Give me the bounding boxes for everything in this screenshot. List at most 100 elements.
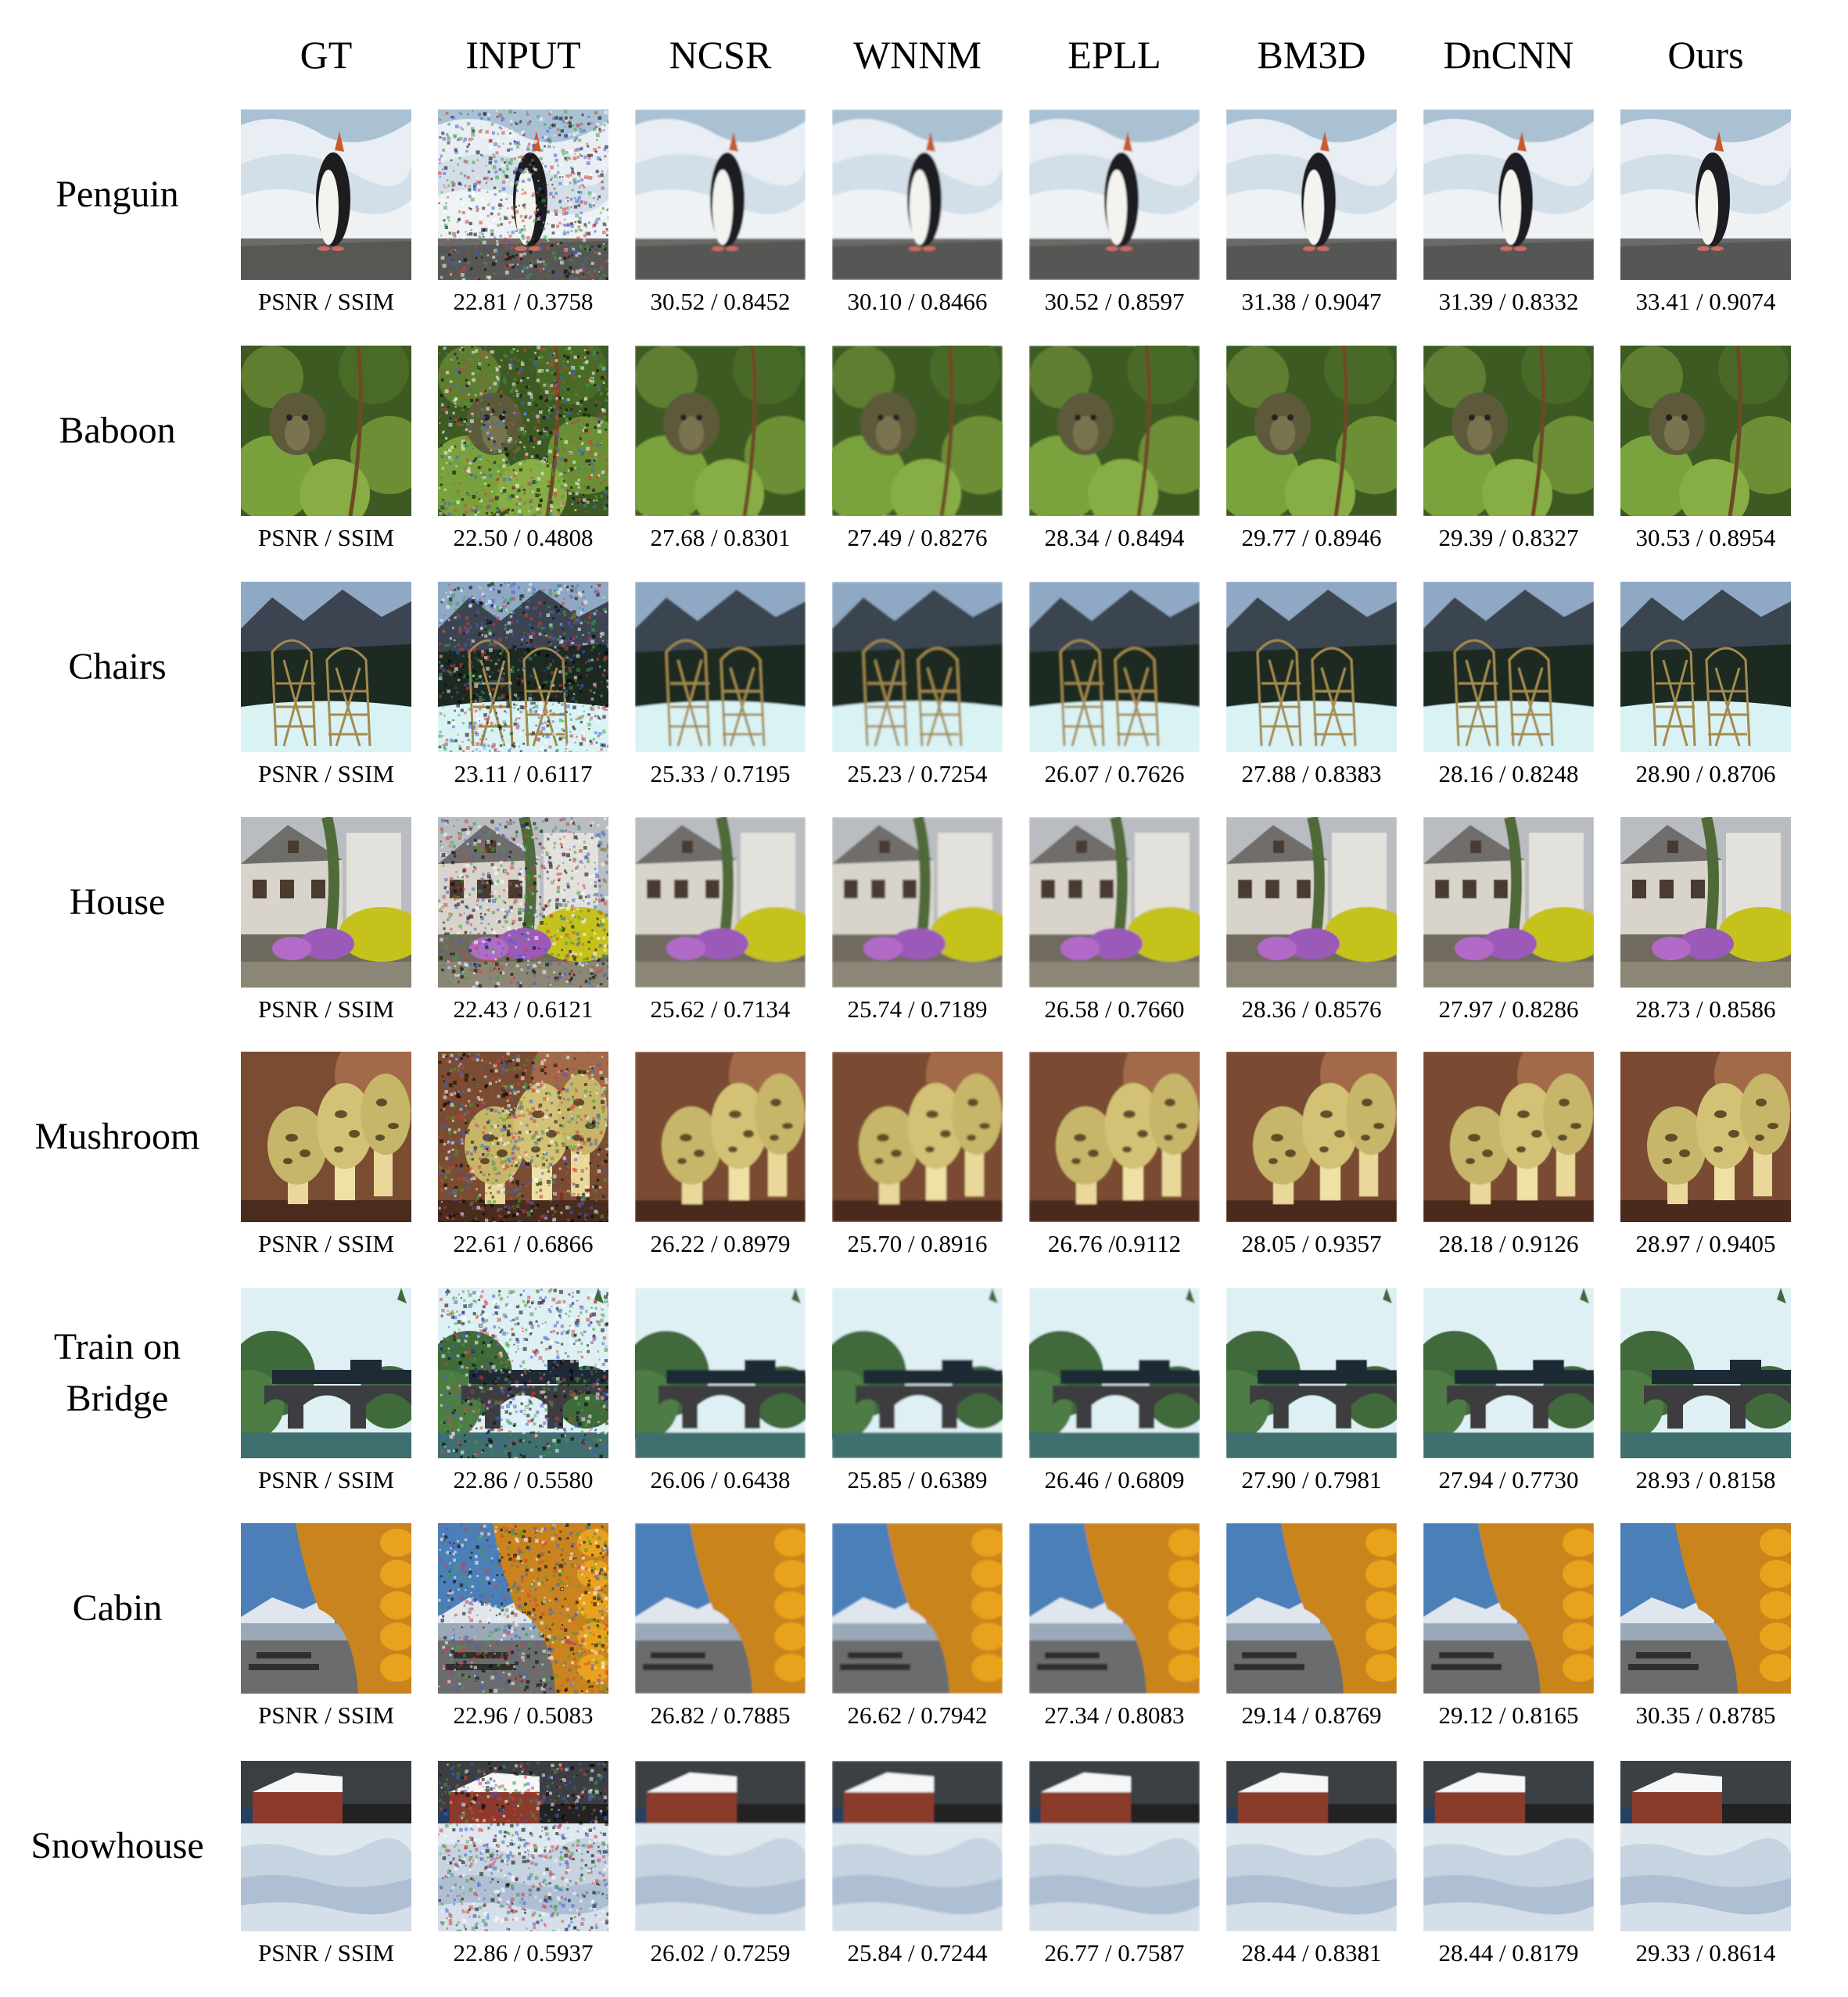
image-penguin-epll bbox=[1029, 109, 1200, 280]
image-mushroom-gt bbox=[241, 1052, 411, 1222]
image-mushroom-ncsr bbox=[635, 1052, 806, 1222]
image-baboon-ours bbox=[1620, 346, 1791, 516]
image-penguin-ours bbox=[1620, 109, 1791, 280]
column-header-wnnm: WNNM bbox=[853, 33, 981, 77]
metric-psnr-ssim: 22.50 / 0.4808 bbox=[453, 524, 594, 551]
metric-psnr-ssim: 22.61 / 0.6866 bbox=[453, 1230, 594, 1257]
metric-psnr-ssim: 28.90 / 0.8706 bbox=[1635, 760, 1776, 787]
image-cabin-dncnn bbox=[1423, 1523, 1594, 1694]
image-mushroom-dncnn bbox=[1423, 1052, 1594, 1222]
metric-legend: PSNR / SSIM bbox=[257, 760, 395, 787]
metric-psnr-ssim: 30.53 / 0.8954 bbox=[1635, 524, 1776, 551]
metric-psnr-ssim: 25.23 / 0.7254 bbox=[847, 760, 988, 787]
metric-psnr-ssim: 33.41 / 0.9074 bbox=[1635, 288, 1776, 315]
metric-psnr-ssim: 29.33 / 0.8614 bbox=[1635, 1939, 1776, 1967]
row-label-mushroom: Mushroom bbox=[34, 1116, 200, 1157]
column-header-gt: GT bbox=[300, 33, 353, 77]
metric-psnr-ssim: 29.12 / 0.8165 bbox=[1438, 1701, 1579, 1729]
image-baboon-epll bbox=[1029, 346, 1200, 516]
metric-psnr-ssim: 30.52 / 0.8597 bbox=[1044, 288, 1185, 315]
image-baboon-input bbox=[438, 346, 608, 516]
image-baboon-ncsr bbox=[635, 346, 806, 516]
image-chairs-input bbox=[438, 582, 608, 752]
image-train-dncnn bbox=[1423, 1288, 1594, 1458]
metric-legend: PSNR / SSIM bbox=[257, 1939, 395, 1967]
metric-psnr-ssim: 22.43 / 0.6121 bbox=[453, 995, 594, 1023]
row-label-house: House bbox=[69, 881, 166, 923]
metric-psnr-ssim: 26.77 / 0.7587 bbox=[1044, 1939, 1185, 1967]
row-label-line: Bridge bbox=[66, 1378, 169, 1419]
image-house-wnnm bbox=[832, 817, 1003, 988]
image-baboon-bm3d bbox=[1226, 346, 1397, 516]
image-house-ncsr bbox=[635, 817, 806, 988]
metric-psnr-ssim: 27.68 / 0.8301 bbox=[650, 524, 791, 551]
metric-psnr-ssim: 26.07 / 0.7626 bbox=[1044, 760, 1185, 787]
metric-psnr-ssim: 27.97 / 0.8286 bbox=[1438, 995, 1579, 1023]
image-train-bm3d bbox=[1226, 1288, 1397, 1458]
image-snowhouse-epll bbox=[1029, 1761, 1200, 1931]
metric-psnr-ssim: 29.14 / 0.8769 bbox=[1241, 1701, 1382, 1729]
row-label-cabin: Cabin bbox=[72, 1587, 163, 1629]
image-snowhouse-bm3d bbox=[1226, 1761, 1397, 1931]
metric-legend: PSNR / SSIM bbox=[257, 288, 395, 315]
row-label-baboon: Baboon bbox=[59, 410, 176, 451]
image-house-input bbox=[438, 817, 608, 988]
image-snowhouse-gt bbox=[241, 1761, 411, 1931]
image-snowhouse-input bbox=[438, 1761, 608, 1931]
metric-psnr-ssim: 28.73 / 0.8586 bbox=[1635, 995, 1776, 1023]
metric-psnr-ssim: 27.94 / 0.7730 bbox=[1438, 1466, 1579, 1493]
image-cabin-input bbox=[438, 1523, 608, 1694]
metric-psnr-ssim: 28.93 / 0.8158 bbox=[1635, 1466, 1776, 1493]
metric-psnr-ssim: 30.35 / 0.8785 bbox=[1635, 1701, 1776, 1729]
image-cabin-wnnm bbox=[832, 1523, 1003, 1694]
image-chairs-wnnm bbox=[832, 582, 1003, 752]
metric-psnr-ssim: 26.76 /0.9112 bbox=[1047, 1230, 1182, 1257]
image-chairs-bm3d bbox=[1226, 582, 1397, 752]
image-baboon-wnnm bbox=[832, 346, 1003, 516]
metric-psnr-ssim: 26.22 / 0.8979 bbox=[650, 1230, 791, 1257]
metric-legend: PSNR / SSIM bbox=[257, 995, 395, 1023]
metric-psnr-ssim: 28.18 / 0.9126 bbox=[1438, 1230, 1579, 1257]
image-cabin-bm3d bbox=[1226, 1523, 1397, 1694]
image-house-gt bbox=[241, 817, 411, 988]
metric-psnr-ssim: 26.58 / 0.7660 bbox=[1044, 995, 1185, 1023]
image-house-ours bbox=[1620, 817, 1791, 988]
metric-psnr-ssim: 25.62 / 0.7134 bbox=[650, 995, 791, 1023]
metric-psnr-ssim: 22.86 / 0.5937 bbox=[453, 1939, 594, 1967]
image-train-ncsr bbox=[635, 1288, 806, 1458]
image-house-epll bbox=[1029, 817, 1200, 988]
image-snowhouse-wnnm bbox=[832, 1761, 1003, 1931]
image-chairs-ours bbox=[1620, 582, 1791, 752]
image-chairs-gt bbox=[241, 582, 411, 752]
image-house-bm3d bbox=[1226, 817, 1397, 988]
metric-psnr-ssim: 30.10 / 0.8466 bbox=[847, 288, 988, 315]
column-header-dncnn: DnCNN bbox=[1443, 33, 1574, 77]
metric-psnr-ssim: 30.52 / 0.8452 bbox=[650, 288, 791, 315]
metric-psnr-ssim: 28.97 / 0.9405 bbox=[1635, 1230, 1776, 1257]
column-header-epll: EPLL bbox=[1068, 33, 1161, 77]
image-penguin-input bbox=[438, 109, 608, 280]
image-mushroom-bm3d bbox=[1226, 1052, 1397, 1222]
metric-psnr-ssim: 28.34 / 0.8494 bbox=[1044, 524, 1185, 551]
image-penguin-gt bbox=[241, 109, 411, 280]
image-snowhouse-dncnn bbox=[1423, 1761, 1594, 1931]
image-chairs-epll bbox=[1029, 582, 1200, 752]
row-label-snowhouse: Snowhouse bbox=[31, 1825, 204, 1866]
metric-psnr-ssim: 26.06 / 0.6438 bbox=[650, 1466, 791, 1493]
metric-psnr-ssim: 22.86 / 0.5580 bbox=[453, 1466, 594, 1493]
column-header-bm3d: BM3D bbox=[1257, 33, 1366, 77]
metric-psnr-ssim: 31.38 / 0.9047 bbox=[1241, 288, 1382, 315]
metric-legend: PSNR / SSIM bbox=[257, 524, 395, 551]
metric-psnr-ssim: 22.81 / 0.3758 bbox=[453, 288, 594, 315]
metric-psnr-ssim: 28.05 / 0.9357 bbox=[1241, 1230, 1382, 1257]
image-cabin-epll bbox=[1029, 1523, 1200, 1694]
image-train-ours bbox=[1620, 1288, 1791, 1458]
image-baboon-dncnn bbox=[1423, 346, 1594, 516]
metric-psnr-ssim: 27.90 / 0.7981 bbox=[1241, 1466, 1382, 1493]
image-train-gt bbox=[241, 1288, 411, 1458]
metric-psnr-ssim: 26.02 / 0.7259 bbox=[650, 1939, 791, 1967]
image-penguin-bm3d bbox=[1226, 109, 1397, 280]
metric-psnr-ssim: 27.88 / 0.8383 bbox=[1241, 760, 1382, 787]
row-label-penguin: Penguin bbox=[56, 174, 179, 215]
metric-psnr-ssim: 31.39 / 0.8332 bbox=[1438, 288, 1579, 315]
